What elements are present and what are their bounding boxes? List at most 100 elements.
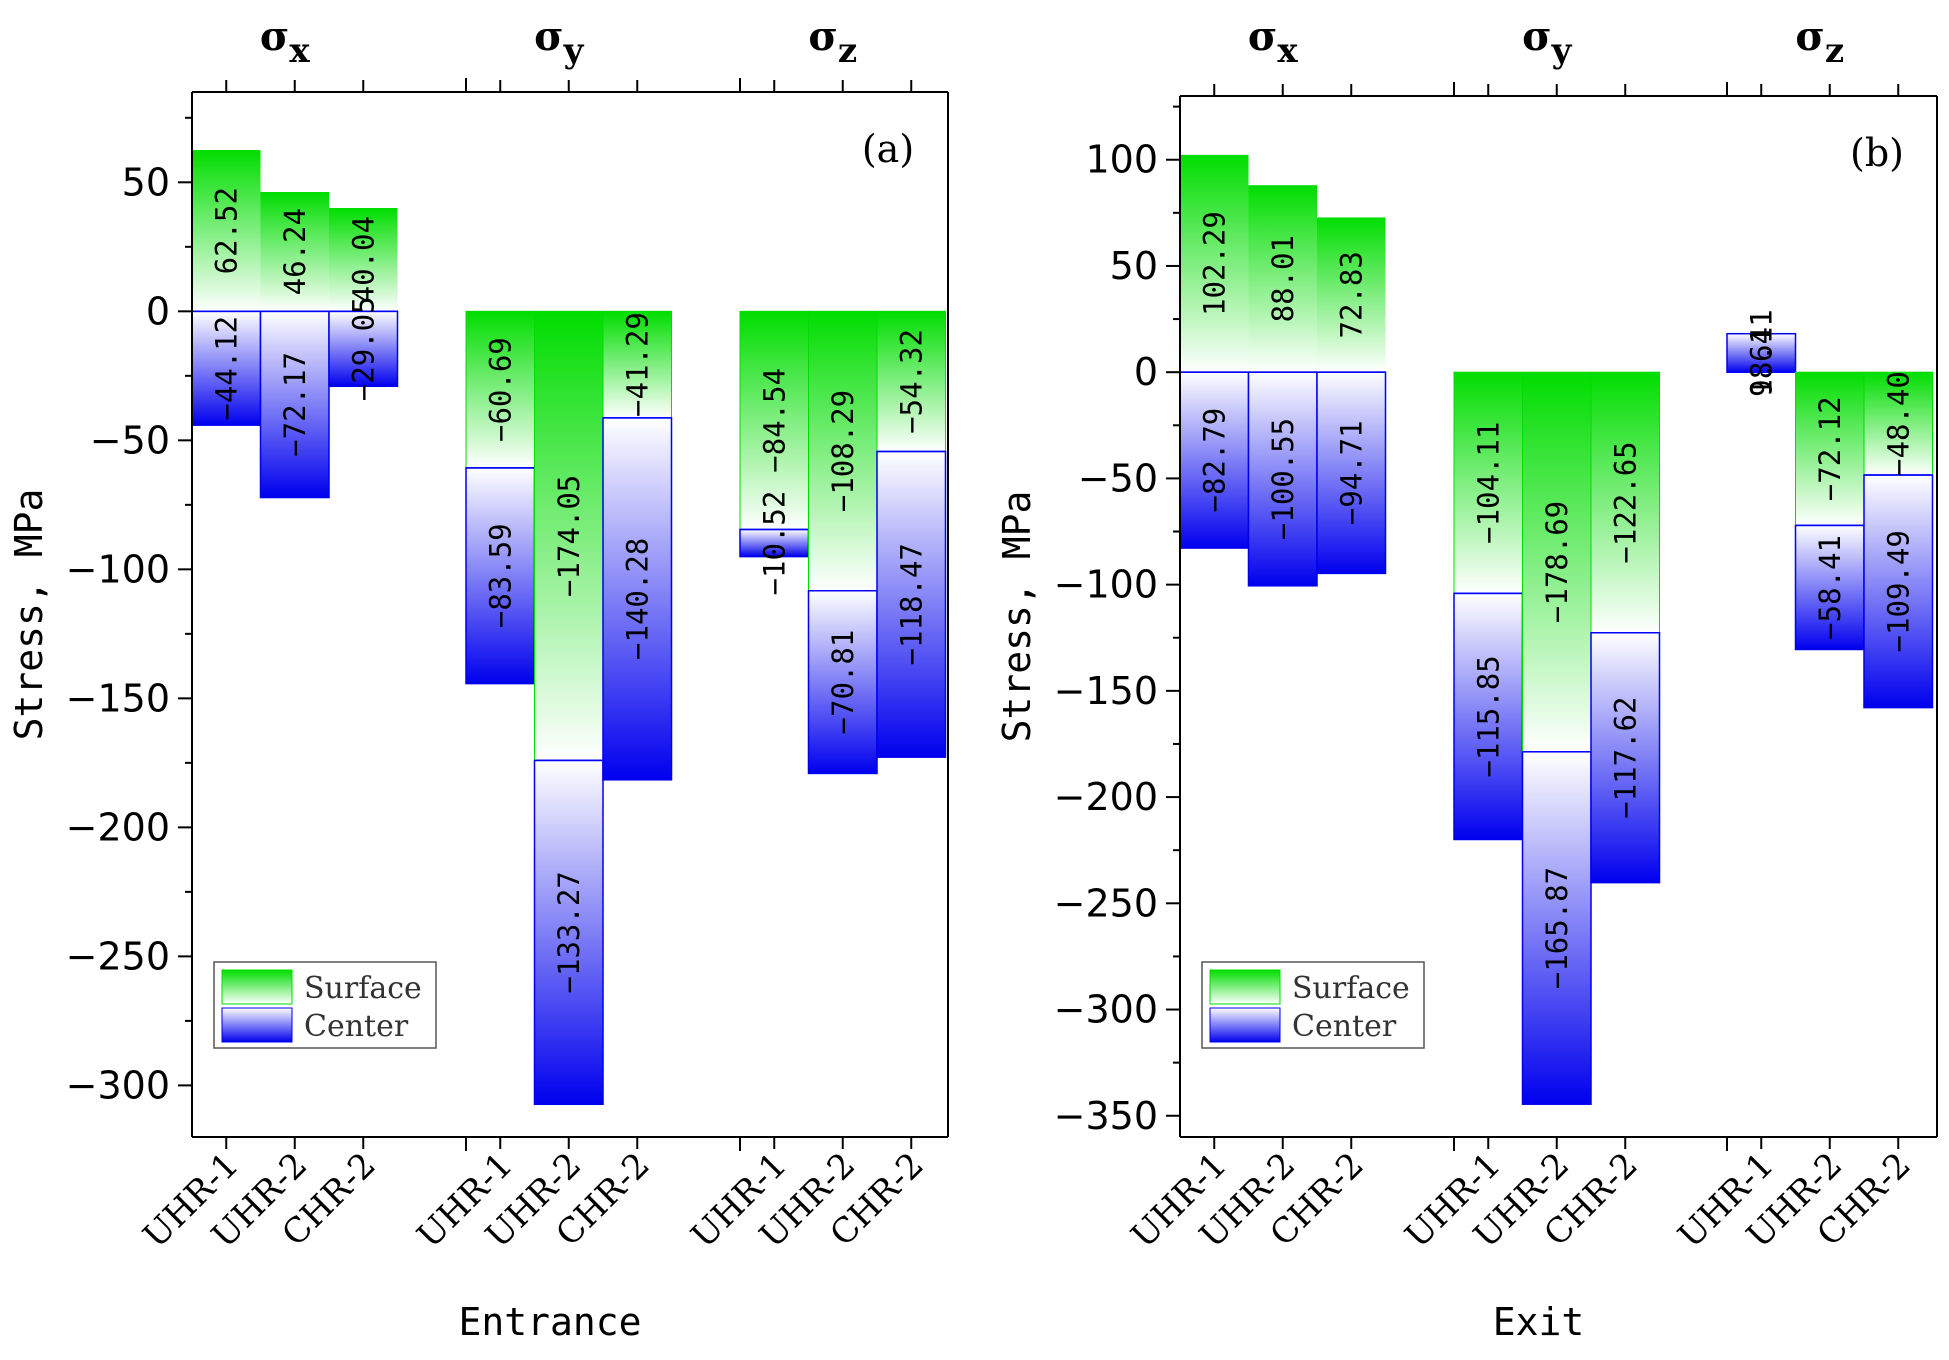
surface-value-label: −104.11 xyxy=(1471,422,1505,544)
group-subscript: z xyxy=(1825,31,1844,71)
y-tick-label: −300 xyxy=(1054,988,1158,1032)
center-value-label: −44.12 xyxy=(209,316,243,421)
surface-bar xyxy=(465,310,535,469)
legend-surface-swatch xyxy=(1209,969,1281,1005)
x-axis-label: Entrance xyxy=(458,1300,641,1344)
y-tick-label: 0 xyxy=(146,289,170,333)
center-bar xyxy=(1590,632,1661,884)
center-bar xyxy=(602,417,673,781)
y-tick-label: −250 xyxy=(66,934,170,978)
y-tick-label: 0 xyxy=(1134,350,1158,394)
y-tick-label: 50 xyxy=(122,160,170,204)
center-value-label: −109.49 xyxy=(1881,530,1915,652)
legend-center-label: Center xyxy=(304,1009,409,1044)
group-label: σz xyxy=(808,13,857,71)
y-tick-label: −150 xyxy=(1054,669,1158,713)
group-subscript: x xyxy=(289,31,310,71)
group-label: σy xyxy=(534,13,585,71)
surface-value-label: −178.69 xyxy=(1540,501,1574,623)
center-bar xyxy=(1247,371,1318,587)
surface-value-label: −108.29 xyxy=(826,390,860,512)
y-tick-label: −200 xyxy=(66,805,170,849)
center-bar xyxy=(465,467,536,685)
center-bar xyxy=(1521,751,1592,1105)
surface-bar xyxy=(602,310,672,419)
center-value-label: −72.17 xyxy=(278,352,312,457)
surface-value-label: 62.52 xyxy=(209,187,243,274)
center-value-label: −115.85 xyxy=(1471,655,1505,777)
center-bar xyxy=(739,528,810,558)
surface-bar xyxy=(1795,371,1865,526)
x-axis-label: Exit xyxy=(1493,1300,1585,1344)
group-label: σz xyxy=(1795,13,1844,71)
center-bar xyxy=(1863,474,1934,709)
center-value-label: −165.87 xyxy=(1540,867,1574,989)
center-value-label: −58.41 xyxy=(1813,535,1847,640)
surface-value-label: 102.29 xyxy=(1197,211,1231,316)
y-tick-label: −250 xyxy=(1054,881,1158,925)
surface-bar xyxy=(1317,217,1386,373)
surface-bar xyxy=(1180,154,1249,373)
surface-bar xyxy=(1453,371,1523,594)
surface-bar xyxy=(260,192,329,312)
legend-surface-label: Surface xyxy=(1292,971,1410,1006)
center-value-label: −82.79 xyxy=(1197,408,1231,513)
center-value-label: −118.47 xyxy=(894,543,928,665)
y-axis-label: Stress, MPa xyxy=(7,489,51,741)
legend-center-label: Center xyxy=(1292,1009,1397,1044)
y-tick-label: −300 xyxy=(66,1063,170,1107)
group-label: σy xyxy=(1522,13,1573,71)
surface-bar xyxy=(329,208,398,312)
center-value-label: −29.05 xyxy=(346,296,380,401)
surface-bar xyxy=(739,310,809,530)
center-value-label: 18.11 xyxy=(1744,309,1778,396)
y-tick-label: −200 xyxy=(1054,775,1158,819)
surface-value-label: −84.54 xyxy=(757,368,791,473)
y-axis-label: Stress, MPa xyxy=(995,491,1039,743)
surface-bar xyxy=(1590,371,1660,634)
y-tick-label: −50 xyxy=(1078,456,1158,500)
y-tick-label: −100 xyxy=(1054,563,1158,607)
group-subscript: z xyxy=(838,31,857,71)
surface-value-label: 9.64 xyxy=(1744,327,1778,397)
surface-value-label: −174.05 xyxy=(552,475,586,597)
surface-value-label: −54.32 xyxy=(894,329,928,434)
center-value-label: −70.81 xyxy=(826,630,860,735)
y-tick-label: −100 xyxy=(66,547,170,591)
group-label: σx xyxy=(260,13,311,71)
surface-bar xyxy=(192,150,261,312)
center-bar xyxy=(533,759,604,1106)
center-value-label: −10.52 xyxy=(757,491,791,596)
legend-surface-swatch xyxy=(221,969,293,1005)
center-value-label: −94.71 xyxy=(1334,420,1368,525)
surface-value-label: −122.65 xyxy=(1608,441,1642,563)
center-value-label: −83.59 xyxy=(483,523,517,628)
center-value-label: −100.55 xyxy=(1266,418,1300,540)
surface-value-label: 72.83 xyxy=(1334,251,1368,338)
surface-value-label: 40.04 xyxy=(346,216,380,303)
panel-tag: (a) xyxy=(862,127,914,171)
panel-b: 102.29−82.79UHR-188.01−100.55UHR-272.83−… xyxy=(995,13,1938,1344)
center-bar xyxy=(191,310,262,426)
group-subscript: y xyxy=(563,31,585,71)
surface-value-label: 46.24 xyxy=(278,208,312,295)
surface-value-label: −60.69 xyxy=(483,337,517,442)
surface-bar xyxy=(1248,185,1317,373)
y-tick-label: 50 xyxy=(1110,244,1158,288)
center-value-label: −140.28 xyxy=(620,538,654,660)
surface-value-label: −48.40 xyxy=(1881,371,1915,476)
surface-bar xyxy=(1522,371,1592,753)
y-tick-label: −150 xyxy=(66,676,170,720)
surface-value-label: −41.29 xyxy=(620,312,654,417)
group-subscript: x xyxy=(1277,31,1298,71)
legend-center-swatch xyxy=(1209,1007,1281,1043)
panel-a: 62.52−44.12UHR-146.24−72.17UHR-240.04−29… xyxy=(7,13,949,1344)
surface-bar xyxy=(808,310,878,592)
center-bar xyxy=(1726,332,1797,373)
panel-tag: (b) xyxy=(1850,131,1904,175)
group-label: σx xyxy=(1248,13,1299,71)
surface-bar xyxy=(1863,371,1933,476)
surface-bar xyxy=(534,310,604,761)
